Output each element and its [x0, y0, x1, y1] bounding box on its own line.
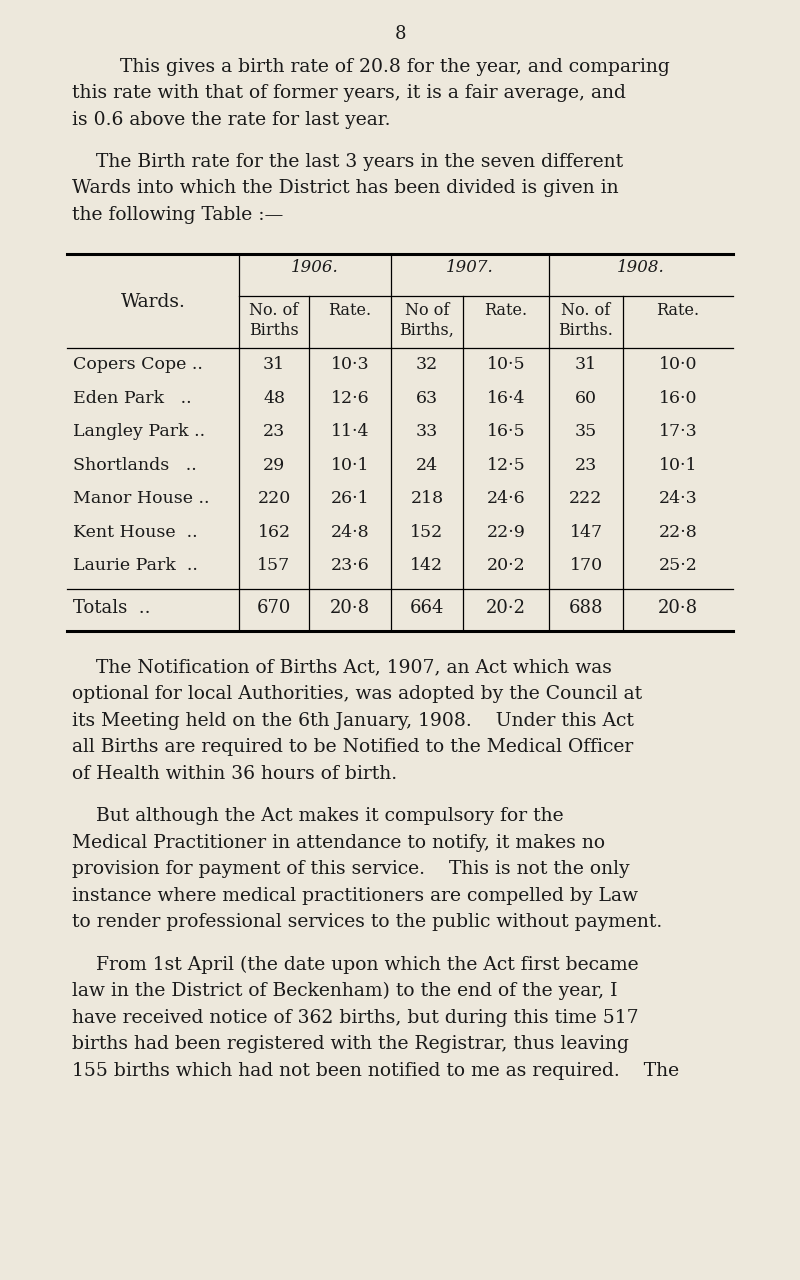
- Text: Totals  ..: Totals ..: [73, 599, 150, 617]
- Text: 23: 23: [575, 457, 597, 474]
- Text: 10·1: 10·1: [658, 457, 698, 474]
- Text: instance where medical practitioners are compelled by Law: instance where medical practitioners are…: [72, 887, 638, 905]
- Text: 24·6: 24·6: [486, 490, 526, 507]
- Text: 1908.: 1908.: [617, 259, 665, 276]
- Text: No. of
Births: No. of Births: [249, 302, 299, 339]
- Text: The Birth rate for the last 3 years in the seven different: The Birth rate for the last 3 years in t…: [72, 152, 623, 170]
- Text: 1906.: 1906.: [291, 259, 339, 276]
- Text: this rate with that of former years, it is a fair average, and: this rate with that of former years, it …: [72, 84, 626, 102]
- Text: Langley Park ..: Langley Park ..: [73, 422, 205, 440]
- Text: 12·6: 12·6: [330, 389, 370, 407]
- Text: 155 births which had not been notified to me as required.    The: 155 births which had not been notified t…: [72, 1061, 679, 1079]
- Text: have received notice of 362 births, but during this time 517: have received notice of 362 births, but …: [72, 1009, 638, 1027]
- Text: Rate.: Rate.: [657, 302, 699, 319]
- Text: 222: 222: [570, 490, 602, 507]
- Text: 10·1: 10·1: [330, 457, 370, 474]
- Text: Manor House ..: Manor House ..: [73, 490, 210, 507]
- Text: 218: 218: [410, 490, 443, 507]
- Text: 60: 60: [575, 389, 597, 407]
- Text: 48: 48: [263, 389, 285, 407]
- Text: 10·0: 10·0: [658, 356, 698, 372]
- Text: provision for payment of this service.    This is not the only: provision for payment of this service. T…: [72, 860, 630, 878]
- Text: 24·8: 24·8: [330, 524, 370, 540]
- Text: 31: 31: [575, 356, 597, 372]
- Text: Laurie Park  ..: Laurie Park ..: [73, 557, 198, 573]
- Text: 170: 170: [570, 557, 602, 573]
- Text: 162: 162: [258, 524, 290, 540]
- Text: 32: 32: [416, 356, 438, 372]
- Text: of Health within 36 hours of birth.: of Health within 36 hours of birth.: [72, 764, 397, 782]
- Text: 24: 24: [416, 457, 438, 474]
- Text: the following Table :—: the following Table :—: [72, 206, 283, 224]
- Text: From 1st April (the date upon which the Act first became: From 1st April (the date upon which the …: [72, 955, 638, 974]
- Text: 20·8: 20·8: [658, 599, 698, 617]
- Text: No. of
Births.: No. of Births.: [558, 302, 614, 339]
- Text: 24·3: 24·3: [658, 490, 698, 507]
- Text: 26·1: 26·1: [330, 490, 370, 507]
- Text: 688: 688: [569, 599, 603, 617]
- Text: 20·2: 20·2: [486, 557, 526, 573]
- Text: Copers Cope ..: Copers Cope ..: [73, 356, 203, 372]
- Text: optional for local Authorities, was adopted by the Council at: optional for local Authorities, was adop…: [72, 685, 642, 703]
- Text: 33: 33: [416, 422, 438, 440]
- Text: Medical Practitioner in attendance to notify, it makes no: Medical Practitioner in attendance to no…: [72, 833, 605, 851]
- Text: is 0.6 above the rate for last year.: is 0.6 above the rate for last year.: [72, 111, 390, 129]
- Text: 29: 29: [263, 457, 285, 474]
- Text: 16·4: 16·4: [486, 389, 526, 407]
- Text: This gives a birth rate of 20.8 for the year, and comparing: This gives a birth rate of 20.8 for the …: [72, 58, 670, 76]
- Text: 35: 35: [575, 422, 597, 440]
- Text: births had been registered with the Registrar, thus leaving: births had been registered with the Regi…: [72, 1036, 629, 1053]
- Text: 16·0: 16·0: [658, 389, 698, 407]
- Text: The Notification of Births Act, 1907, an Act which was: The Notification of Births Act, 1907, an…: [72, 658, 612, 677]
- Text: 670: 670: [257, 599, 291, 617]
- Text: 220: 220: [258, 490, 290, 507]
- Text: 8: 8: [394, 26, 406, 44]
- Text: Wards into which the District has been divided is given in: Wards into which the District has been d…: [72, 179, 618, 197]
- Text: 152: 152: [410, 524, 444, 540]
- Text: 16·5: 16·5: [486, 422, 526, 440]
- Text: But although the Act makes it compulsory for the: But although the Act makes it compulsory…: [72, 806, 564, 826]
- Text: 20·2: 20·2: [486, 599, 526, 617]
- Text: 25·2: 25·2: [658, 557, 698, 573]
- Text: Wards.: Wards.: [121, 293, 186, 311]
- Text: law in the District of Beckenham) to the end of the year, I: law in the District of Beckenham) to the…: [72, 982, 618, 1000]
- Text: its Meeting held on the 6th January, 1908.    Under this Act: its Meeting held on the 6th January, 190…: [72, 712, 634, 730]
- Text: to render professional services to the public without payment.: to render professional services to the p…: [72, 913, 662, 931]
- Text: Shortlands   ..: Shortlands ..: [73, 457, 197, 474]
- Text: 22·8: 22·8: [658, 524, 698, 540]
- Text: 31: 31: [263, 356, 285, 372]
- Text: 157: 157: [258, 557, 290, 573]
- Text: Rate.: Rate.: [485, 302, 527, 319]
- Text: 23·6: 23·6: [330, 557, 370, 573]
- Text: 20·8: 20·8: [330, 599, 370, 617]
- Text: 10·5: 10·5: [486, 356, 526, 372]
- Text: 22·9: 22·9: [486, 524, 526, 540]
- Text: 63: 63: [416, 389, 438, 407]
- Text: 664: 664: [410, 599, 444, 617]
- Text: 12·5: 12·5: [486, 457, 526, 474]
- Text: 11·4: 11·4: [330, 422, 370, 440]
- Text: Eden Park   ..: Eden Park ..: [73, 389, 192, 407]
- Text: Rate.: Rate.: [329, 302, 371, 319]
- Text: 17·3: 17·3: [658, 422, 698, 440]
- Text: 142: 142: [410, 557, 443, 573]
- Text: all Births are required to be Notified to the Medical Officer: all Births are required to be Notified t…: [72, 739, 634, 756]
- Text: 10·3: 10·3: [330, 356, 370, 372]
- Text: Kent House  ..: Kent House ..: [73, 524, 198, 540]
- Text: No of
Births,: No of Births,: [399, 302, 454, 339]
- Text: 1907.: 1907.: [446, 259, 494, 276]
- Text: 23: 23: [263, 422, 285, 440]
- Text: 147: 147: [570, 524, 602, 540]
